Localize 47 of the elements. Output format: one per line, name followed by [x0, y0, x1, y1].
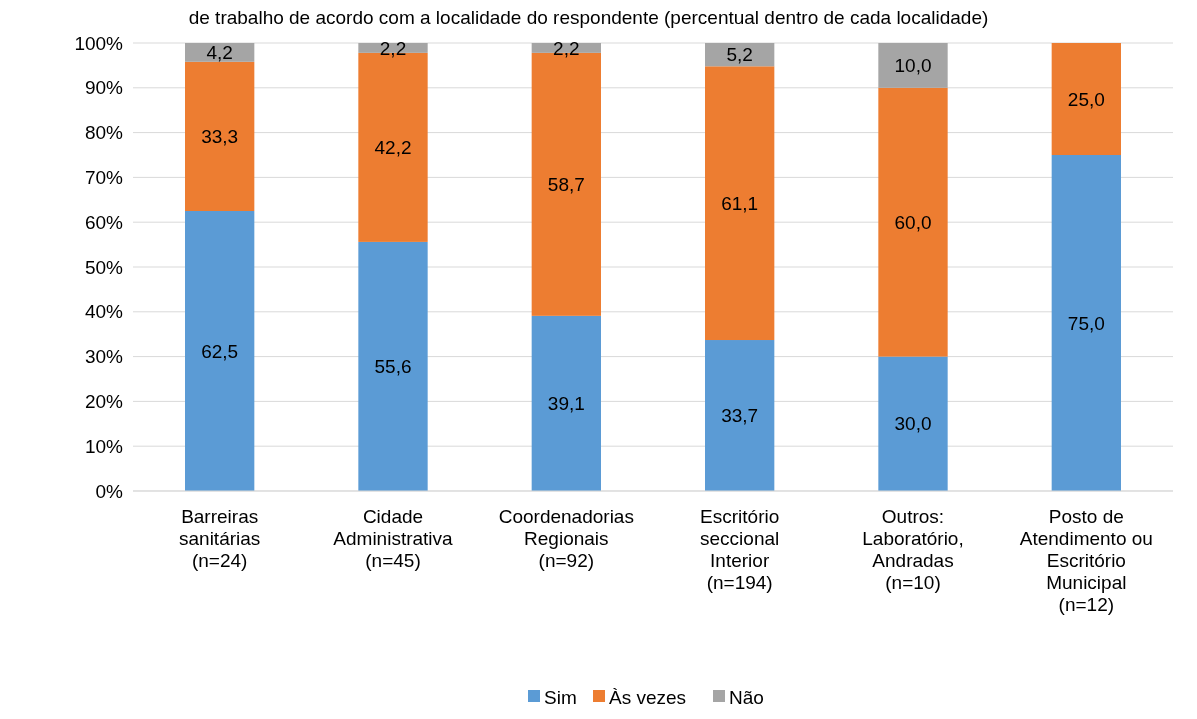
data-label: 30,0 [894, 413, 932, 435]
data-label: 4,2 [206, 42, 233, 64]
bar [185, 61, 255, 211]
y-tick-label: 0% [95, 480, 124, 502]
bar [1051, 43, 1121, 155]
data-label: 62,5 [201, 340, 239, 362]
y-tick-label: 90% [84, 77, 124, 99]
bar [878, 87, 948, 357]
data-label: 75,0 [1067, 312, 1105, 334]
y-tick-label: 80% [84, 122, 124, 144]
data-label: 39,1 [547, 393, 585, 415]
y-tick-label: 10% [84, 435, 124, 457]
data-label: 55,6 [374, 356, 412, 378]
y-tick-label: 20% [84, 391, 124, 413]
x-tick-label: Barreiras sanitárias (n=24) [179, 506, 261, 571]
legend-label: Não [729, 686, 764, 708]
y-tick-label: 30% [84, 346, 124, 368]
data-label: 10,0 [894, 55, 932, 77]
x-tick-label: Outros: Laboratório, Andradas (n=10) [862, 506, 964, 593]
bar [1051, 155, 1121, 491]
y-tick-label: 50% [84, 256, 124, 278]
chart-title: de trabalho de acordo com a localidade do respondente (percentual dentro de cada localidade) [188, 7, 989, 28]
data-label: 42,2 [374, 137, 412, 159]
data-label: 58,7 [547, 173, 585, 195]
bar [185, 211, 255, 491]
bar [358, 241, 428, 491]
y-tick-label: 40% [84, 301, 124, 323]
data-label: 5,2 [726, 44, 753, 66]
data-label: 61,1 [721, 192, 759, 214]
y-tick-label: 100% [74, 32, 124, 54]
x-tick-label: Posto de Atendimento ou Escritório Municipal (n=12) [1019, 506, 1153, 615]
data-label: 25,0 [1067, 88, 1105, 110]
bar [705, 66, 775, 341]
bar [531, 315, 601, 491]
x-tick-label: Coordenadorias Regionais (n=92) [498, 506, 634, 571]
bar [705, 340, 775, 491]
x-tick-label: Cidade Administrativa (n=45) [333, 506, 454, 571]
data-label: 33,3 [201, 126, 239, 148]
bar [878, 43, 948, 88]
legend-label: Sim [544, 686, 577, 708]
legend-label: Às vezes [609, 686, 687, 708]
bar [878, 356, 948, 491]
data-label: 33,7 [721, 405, 759, 427]
y-tick-label: 70% [84, 167, 124, 189]
y-tick-label: 60% [84, 211, 124, 233]
x-tick-label: Escritório seccional Interior (n=194) [700, 506, 780, 593]
data-label: 60,0 [894, 211, 932, 233]
